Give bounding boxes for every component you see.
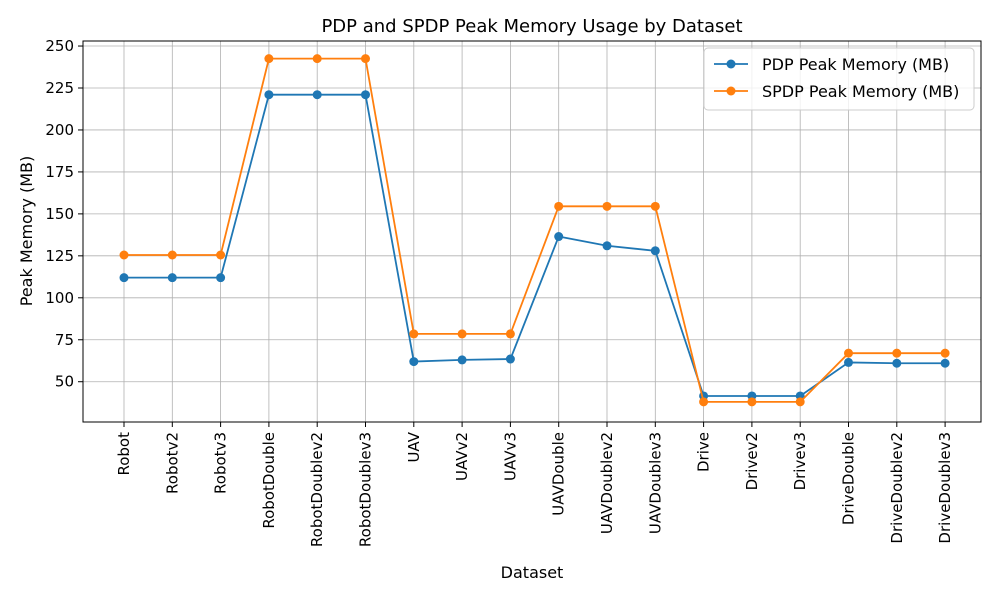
data-point-series-1 — [699, 397, 709, 407]
y-tick-label: 250 — [45, 37, 74, 55]
ticks: Robot Robotv2 Robotv3 RobotDouble RobotDoubl… — [45, 37, 954, 547]
x-tick-label: UAVv2 — [453, 432, 471, 481]
data-point-series-1 — [216, 250, 226, 260]
y-axis-label: Peak Memory (MB) — [17, 156, 36, 307]
legend-box — [703, 47, 975, 111]
data-point-series-1 — [844, 348, 853, 358]
plot-frame — [82, 40, 982, 423]
y-tick-label: 200 — [45, 121, 74, 139]
data-point-series-1 — [650, 201, 660, 211]
data-point-series-1 — [457, 329, 467, 339]
data-point-series-0 — [892, 358, 902, 368]
data-point-series-0 — [119, 273, 129, 283]
y-tick-label: 150 — [45, 205, 74, 223]
series-line-0 — [124, 93, 946, 397]
x-tick-label: Drivev2 — [743, 432, 761, 490]
x-tick-label: Robotv3 — [212, 432, 230, 494]
legend: PDP Peak Memory (MB) SPDP Peak Memory (M… — [703, 47, 975, 111]
data-point-series-0 — [505, 354, 515, 364]
x-tick-label: RobotDoublev3 — [357, 432, 375, 547]
data-point-series-1 — [940, 348, 950, 358]
data-point-series-0 — [844, 357, 853, 367]
data-point-series-1 — [795, 397, 805, 407]
data-point-series-0 — [264, 90, 274, 100]
data-point-series-1 — [361, 54, 370, 64]
y-tick-label: 175 — [45, 163, 74, 181]
x-tick-label: UAVv3 — [501, 432, 519, 481]
data-point-series-0 — [167, 273, 177, 283]
data-point-series-1 — [747, 397, 757, 407]
x-axis-label: Dataset — [501, 563, 564, 582]
x-tick-label: Robot — [115, 432, 133, 476]
grid — [83, 41, 981, 422]
data-point-series-1 — [264, 54, 274, 64]
data-point-series-1 — [312, 54, 322, 64]
x-tick-label: DriveDoublev2 — [888, 432, 906, 544]
x-tick-label: UAVDouble — [550, 432, 568, 516]
y-tick-label: 50 — [55, 373, 74, 391]
x-tick-label: RobotDouble — [260, 432, 278, 529]
data-point-series-1 — [602, 201, 612, 211]
y-tick-label: 225 — [45, 79, 74, 97]
chart-title: PDP and SPDP Peak Memory Usage by Datase… — [321, 16, 742, 37]
x-tick-label: Drivev3 — [791, 432, 809, 490]
data-point-series-1 — [167, 250, 177, 260]
y-tick-label: 125 — [45, 247, 74, 265]
legend-pdp-marker — [726, 59, 736, 69]
data-point-series-0 — [216, 273, 226, 283]
series-line-1 — [124, 57, 946, 403]
x-tick-label: Drive — [695, 432, 713, 472]
data-point-series-0 — [940, 358, 950, 368]
data-point-series-1 — [554, 201, 564, 211]
x-tick-label: Robotv2 — [163, 432, 181, 494]
legend-pdp-label: PDP Peak Memory (MB) — [762, 55, 949, 74]
data-point-series-1 — [505, 329, 515, 339]
data-point-series-0 — [457, 355, 467, 365]
x-tick-label: RobotDoublev2 — [308, 432, 326, 547]
data-point-series-0 — [554, 232, 564, 242]
legend-spdp-marker — [726, 86, 736, 96]
data-point-series-1 — [119, 250, 129, 260]
data-point-series-1 — [409, 329, 419, 339]
series-layer — [119, 54, 950, 407]
y-tick-label: 100 — [45, 289, 74, 307]
legend-spdp-label: SPDP Peak Memory (MB) — [762, 82, 959, 101]
x-tick-label: UAV — [405, 431, 423, 462]
y-tick-label: 75 — [55, 331, 74, 349]
data-point-series-0 — [312, 90, 322, 100]
x-tick-label: UAVDoublev3 — [646, 432, 664, 534]
data-point-series-0 — [409, 357, 419, 367]
data-point-series-1 — [892, 348, 902, 358]
x-tick-label: DriveDouble — [840, 432, 858, 525]
x-tick-label: DriveDoublev3 — [936, 432, 954, 544]
data-point-series-0 — [602, 241, 612, 251]
data-point-series-0 — [650, 246, 660, 256]
x-tick-label: UAVDoublev2 — [598, 432, 616, 534]
data-point-series-0 — [361, 90, 370, 100]
